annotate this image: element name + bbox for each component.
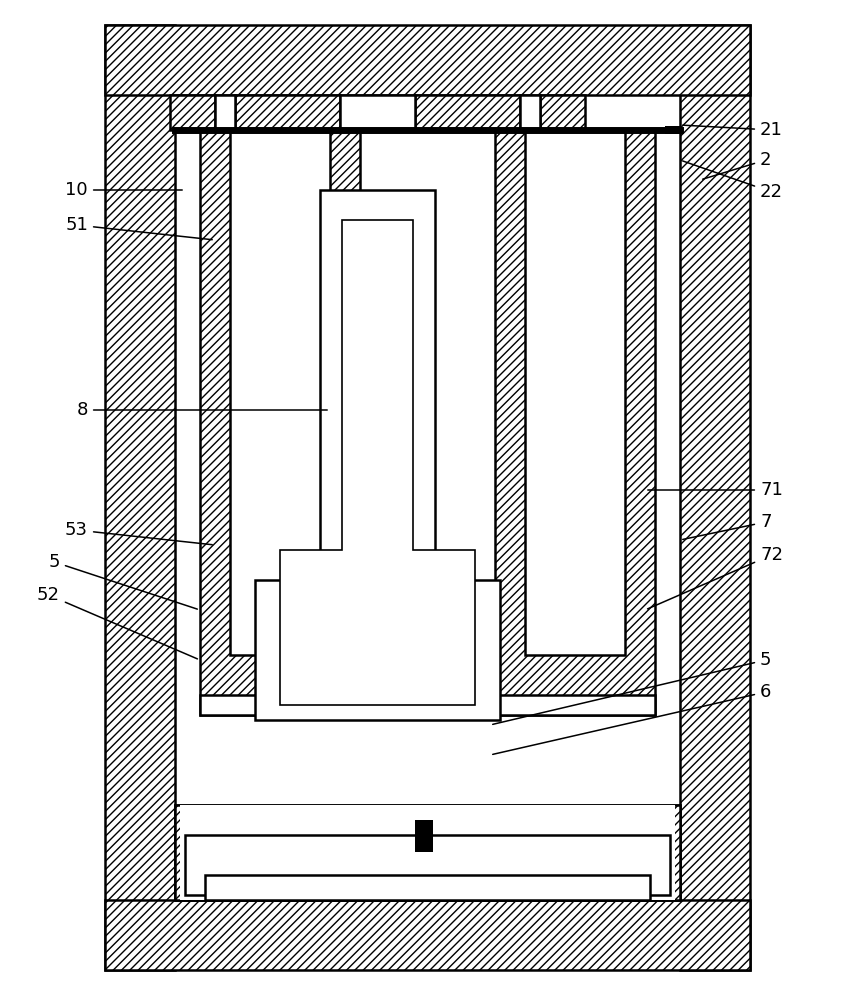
Bar — [520, 95, 540, 130]
Text: 5: 5 — [49, 553, 197, 609]
Bar — [540, 95, 585, 130]
Text: 5: 5 — [492, 651, 771, 724]
Bar — [680, 25, 750, 970]
Text: 52: 52 — [37, 586, 197, 659]
Bar — [665, 126, 680, 134]
Text: 22: 22 — [683, 161, 783, 201]
Bar — [235, 95, 340, 130]
Bar — [180, 805, 675, 900]
Bar — [230, 130, 330, 655]
Text: 51: 51 — [65, 216, 212, 240]
Text: 8: 8 — [76, 401, 327, 419]
Bar — [415, 95, 520, 130]
Bar — [205, 875, 650, 900]
Text: 21: 21 — [683, 121, 782, 139]
Bar — [495, 695, 655, 715]
Bar — [215, 95, 235, 130]
Bar — [340, 95, 415, 130]
Text: 72: 72 — [648, 546, 783, 609]
Text: 71: 71 — [648, 481, 782, 499]
Text: 6: 6 — [492, 683, 771, 754]
Polygon shape — [280, 220, 475, 705]
Bar — [525, 130, 625, 655]
Text: 53: 53 — [65, 521, 212, 545]
Bar — [185, 835, 670, 895]
Bar — [175, 805, 680, 900]
Bar — [200, 130, 360, 715]
Bar — [175, 805, 680, 900]
Text: 2: 2 — [703, 151, 771, 179]
Bar — [415, 820, 433, 852]
Bar — [105, 25, 750, 95]
Text: 10: 10 — [65, 181, 182, 199]
Bar — [170, 95, 215, 130]
Bar — [200, 695, 360, 715]
Bar — [495, 130, 655, 715]
Text: 7: 7 — [683, 513, 771, 539]
Polygon shape — [255, 190, 500, 720]
Bar — [175, 95, 680, 900]
Bar — [105, 900, 750, 970]
Bar — [105, 25, 175, 970]
